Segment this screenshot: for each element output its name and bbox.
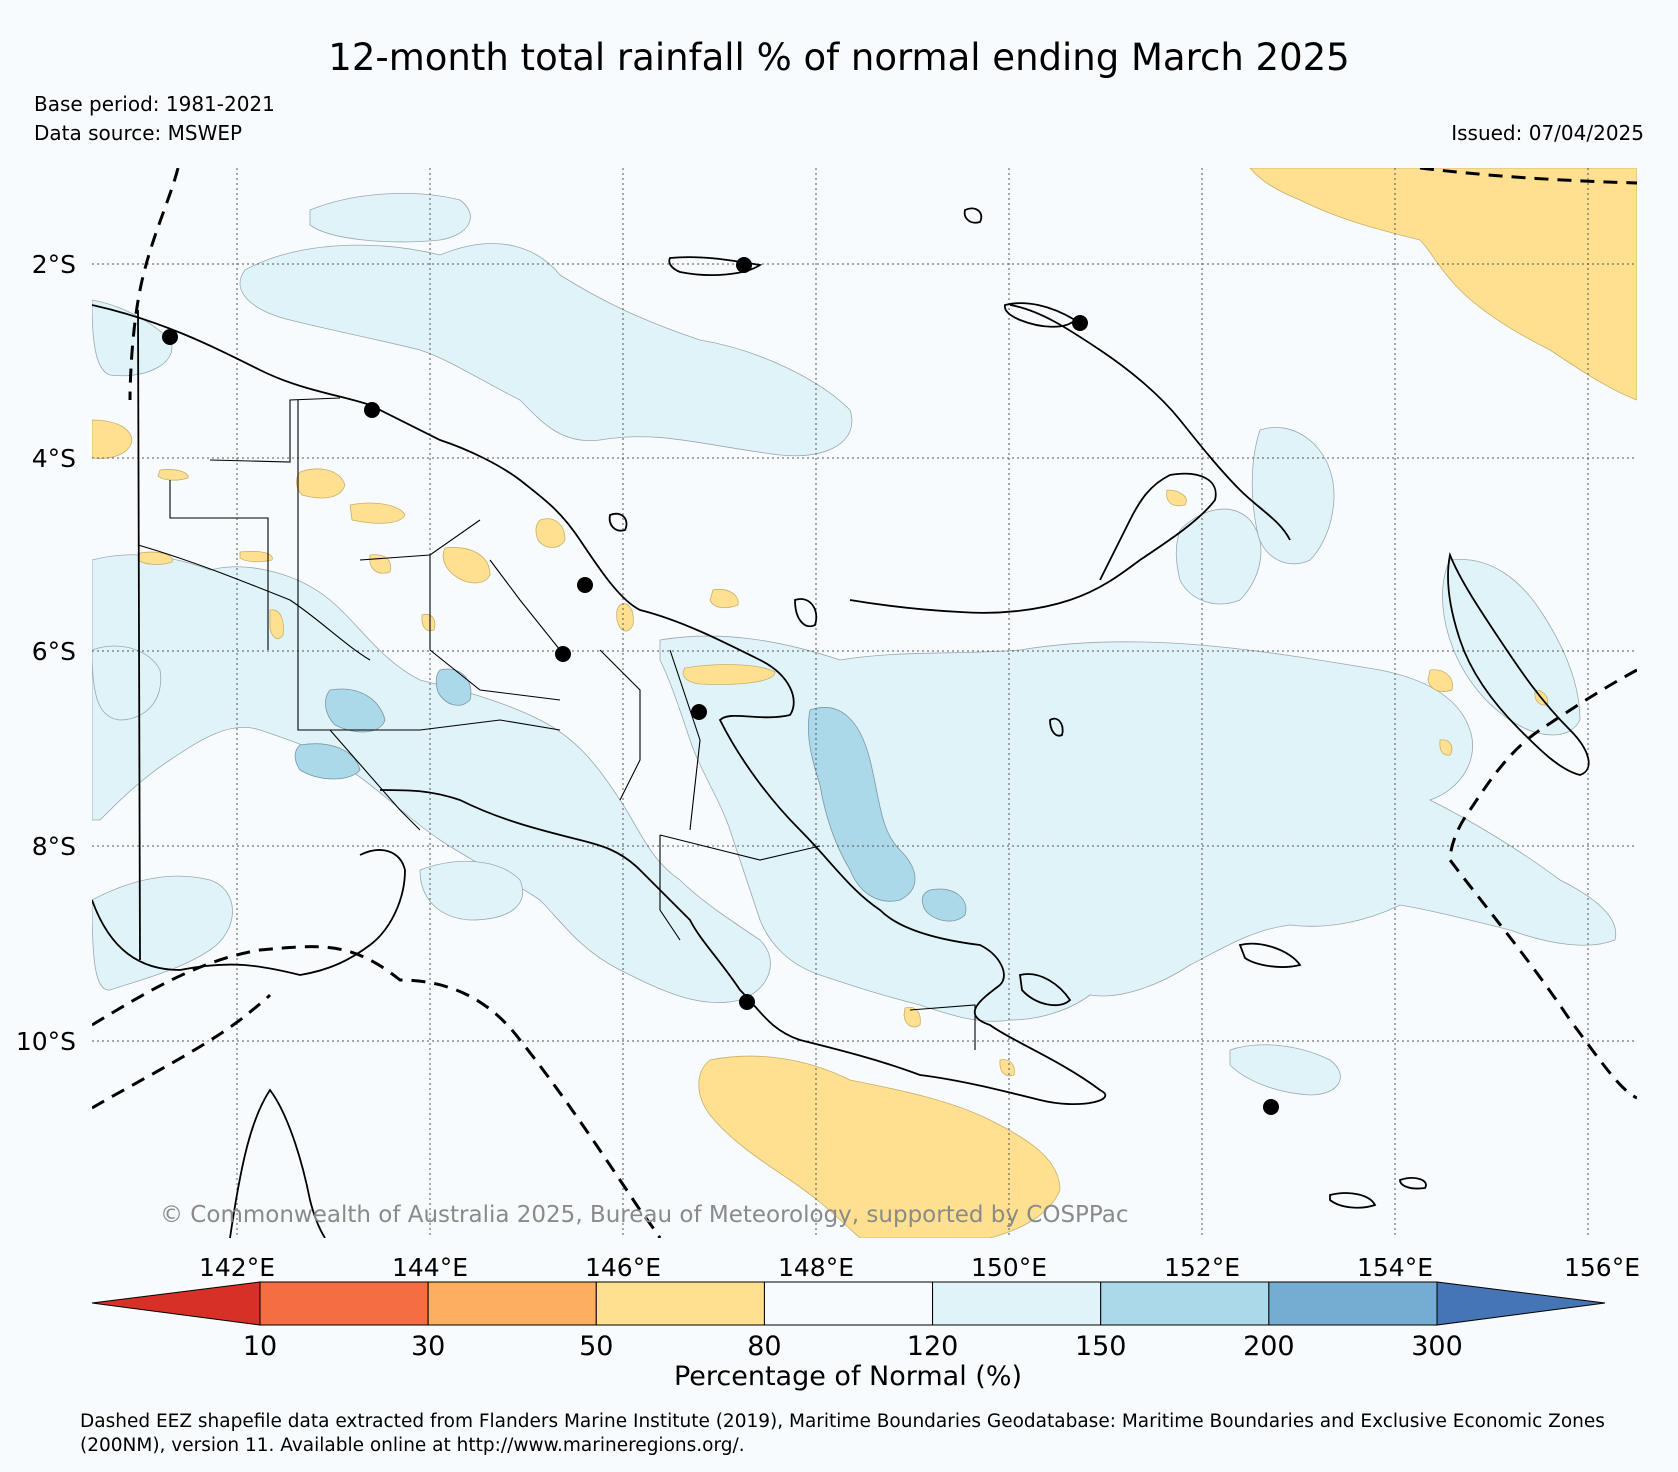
lon-tick: 148°E — [778, 1253, 854, 1282]
graticule — [92, 168, 1637, 1238]
city-marker-goroka — [555, 646, 571, 662]
city-marker-rossel — [1263, 1099, 1279, 1115]
lat-tick: 2°S — [32, 250, 76, 279]
colorbar-label: 120 — [907, 1331, 959, 1362]
colorbar-segment — [763, 1281, 934, 1326]
colorbar-label: 300 — [1411, 1331, 1463, 1362]
lon-tick: 152°E — [1164, 1253, 1240, 1282]
colorbar-segment — [1100, 1281, 1270, 1326]
lon-tick: 154°E — [1357, 1253, 1433, 1282]
lon-tick: 156°E — [1564, 1253, 1640, 1282]
below-normal-regions — [92, 168, 1637, 1238]
colorbar-label: 10 — [243, 1331, 277, 1362]
lat-tick: 10°S — [16, 1027, 76, 1056]
colorbar-label: 150 — [1075, 1331, 1127, 1362]
province-borders — [137, 397, 976, 1050]
colorbar-label: 80 — [747, 1331, 781, 1362]
city-marker-port-moresby — [739, 994, 755, 1010]
lat-tick: 6°S — [32, 637, 76, 666]
city-marker-wewak — [364, 402, 380, 418]
lon-tick: 144°E — [392, 1253, 468, 1282]
data-source: Data source: MSWEP — [34, 121, 243, 145]
longitude-ticks: 142°E 144°E 146°E 148°E 150°E 152°E 154°… — [199, 1253, 1640, 1282]
map-title: 12-month total rainfall % of normal endi… — [328, 36, 1350, 79]
city-marker-lae — [691, 704, 707, 720]
footer-note: Dashed EEZ shapefile data extracted from… — [80, 1411, 1605, 1456]
colorbar-extend-low — [91, 1281, 261, 1326]
colorbar-label: 30 — [411, 1331, 445, 1362]
well-above-normal-regions — [294, 668, 967, 922]
colorbar-extend-high — [1436, 1281, 1606, 1326]
colorbar-segment — [259, 1281, 429, 1326]
rainfall-map: © Commonwealth of Australia 2025, Bureau… — [16, 168, 1640, 1392]
above-normal-regions — [92, 193, 1617, 1096]
lon-tick: 142°E — [199, 1253, 275, 1282]
lat-tick: 4°S — [32, 444, 76, 473]
colorbar-labels: 10 30 50 80 120 150 200 300 — [243, 1331, 1463, 1362]
latitude-ticks: 2°S 4°S 6°S 8°S 10°S — [16, 250, 76, 1056]
colorbar-label: 200 — [1243, 1331, 1295, 1362]
colorbar-title: Percentage of Normal (%) — [674, 1361, 1022, 1392]
lon-tick: 146°E — [585, 1253, 661, 1282]
issued-date: Issued: 07/04/2025 — [1451, 121, 1644, 145]
colorbar: 10 30 50 80 120 150 200 300 Percentage of Norma… — [91, 1281, 1606, 1392]
colorbar-segment — [1268, 1281, 1438, 1326]
base-period: Base period: 1981-2021 — [34, 92, 275, 116]
eez-boundaries — [92, 168, 1637, 1238]
colorbar-label: 50 — [579, 1331, 613, 1362]
colorbar-segment — [932, 1281, 1102, 1326]
lat-tick: 8°S — [32, 832, 76, 861]
city-marker-vanimo — [162, 329, 178, 345]
colorbar-segment — [595, 1281, 765, 1326]
lon-tick: 150°E — [971, 1253, 1047, 1282]
city-marker-lorengau — [736, 257, 752, 273]
copyright-text: © Commonwealth of Australia 2025, Bureau… — [160, 1202, 1129, 1228]
city-marker-kavieng — [1072, 315, 1088, 331]
coastlines — [92, 207, 1590, 1238]
city-marker-madang — [577, 577, 593, 593]
colorbar-segments — [259, 1281, 1438, 1326]
city-markers — [162, 257, 1279, 1115]
colorbar-segment — [427, 1281, 597, 1326]
